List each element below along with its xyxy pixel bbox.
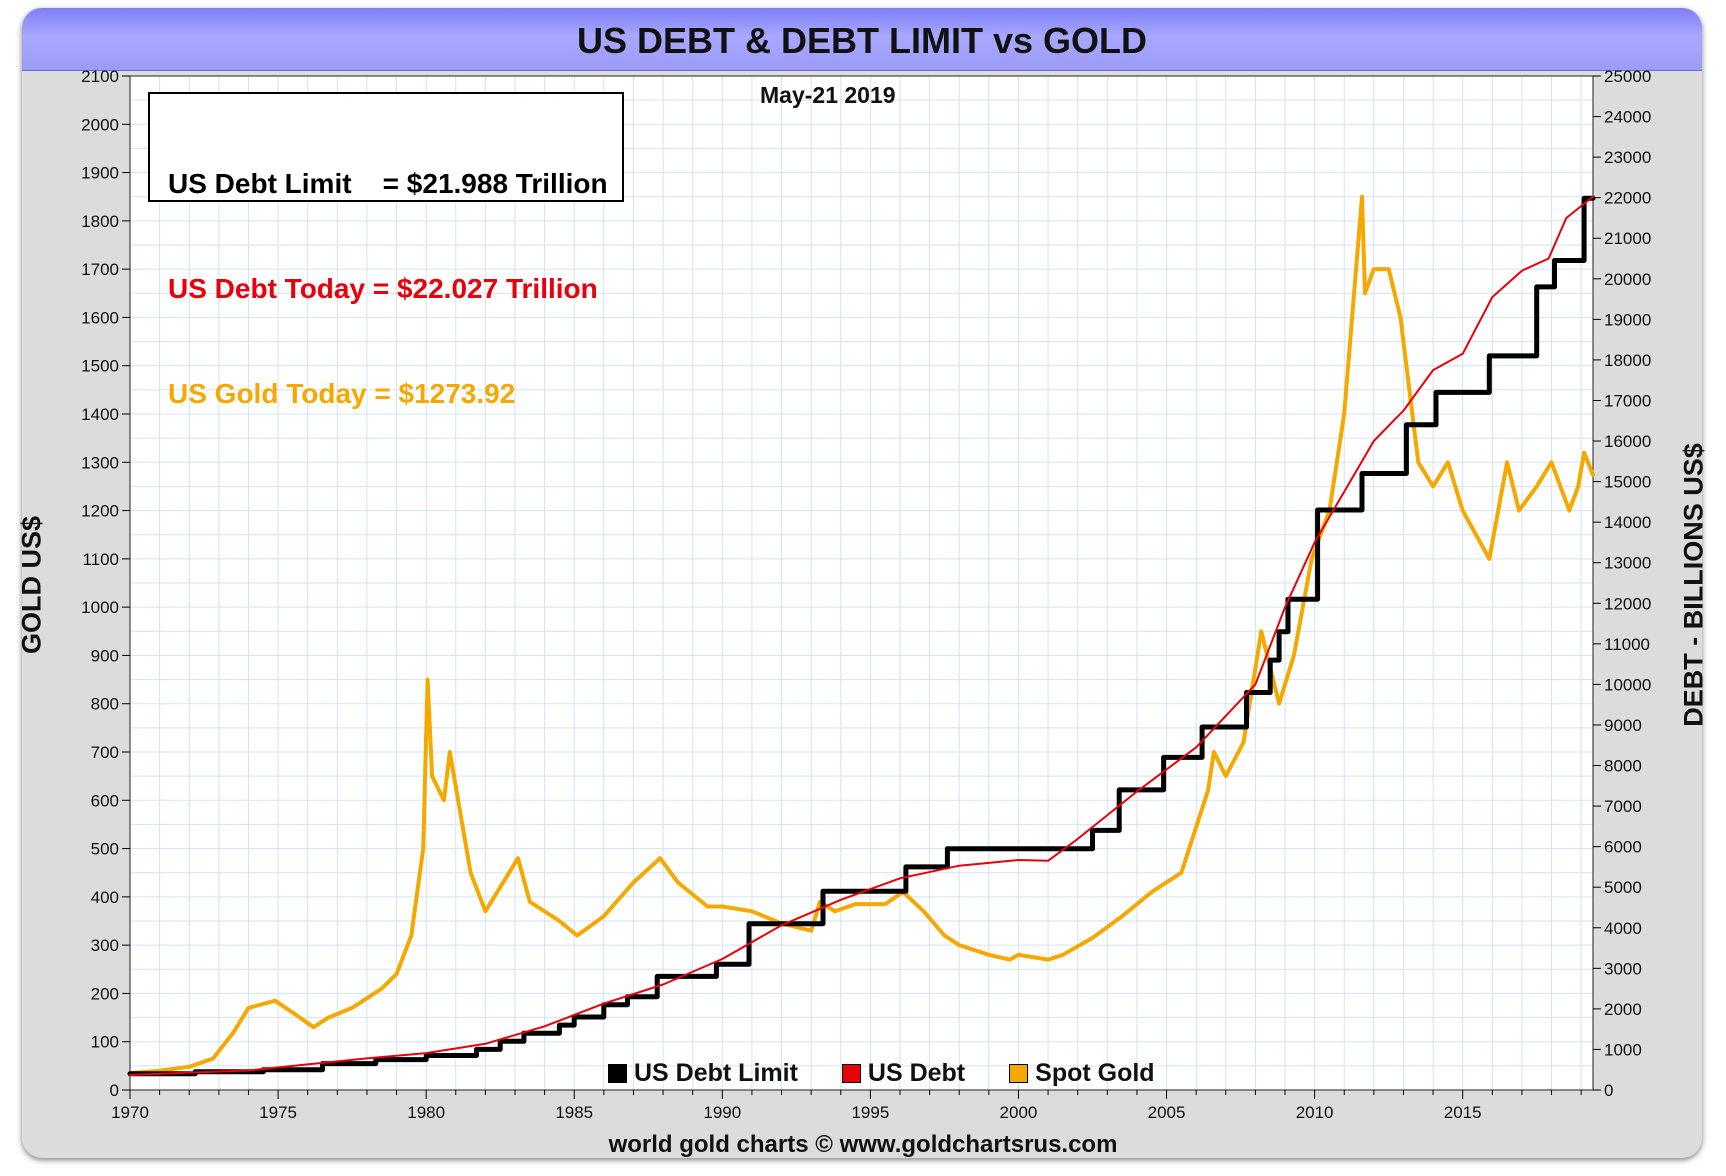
y-tick-label-right: 14000 bbox=[1604, 513, 1651, 532]
legend-label-spot-gold: Spot Gold bbox=[1035, 1058, 1155, 1087]
legend-item-debt-limit: US Debt Limit bbox=[608, 1059, 798, 1088]
y-tick-label-left: 1800 bbox=[81, 212, 119, 231]
y-tick-label-right: 15000 bbox=[1604, 473, 1651, 492]
y-tick-label-right: 9000 bbox=[1604, 716, 1642, 735]
legend-label-debt-limit: US Debt Limit bbox=[634, 1058, 798, 1087]
date-label: May-21 2019 bbox=[760, 82, 896, 108]
x-tick-label: 1995 bbox=[851, 1103, 889, 1122]
y-tick-label-left: 100 bbox=[91, 1033, 119, 1052]
credit-text: world gold charts © www.goldchartsrus.co… bbox=[608, 1131, 1118, 1158]
legend-swatch-spot-gold bbox=[1009, 1063, 1029, 1083]
y-tick-label-right: 8000 bbox=[1604, 757, 1642, 776]
y-tick-label-left: 1100 bbox=[82, 550, 119, 569]
y-tick-label-left: 1600 bbox=[81, 308, 119, 327]
y-tick-label-left: 900 bbox=[91, 646, 119, 665]
y-tick-label-right: 17000 bbox=[1604, 391, 1651, 410]
y-tick-label-left: 1300 bbox=[81, 453, 119, 472]
y-tick-label-right: 13000 bbox=[1604, 554, 1651, 573]
y-tick-label-right: 5000 bbox=[1604, 878, 1642, 897]
y-tick-label-right: 2000 bbox=[1604, 1000, 1642, 1019]
x-tick-label: 1970 bbox=[111, 1103, 149, 1122]
y-tick-label-right: 10000 bbox=[1604, 675, 1651, 694]
legend-item-us-debt: US Debt bbox=[841, 1058, 966, 1088]
y-tick-label-left: 500 bbox=[91, 840, 119, 859]
x-tick-label: 1990 bbox=[703, 1103, 741, 1122]
y-tick-label-left: 1000 bbox=[81, 598, 119, 617]
y-tick-label-right: 22000 bbox=[1604, 189, 1651, 208]
legend: US Debt Limit US Debt Spot Gold bbox=[608, 1058, 1199, 1088]
x-tick-label: 2015 bbox=[1444, 1103, 1482, 1122]
us-debt-limit-line bbox=[127, 195, 1596, 1077]
y-tick-label-right: 4000 bbox=[1604, 919, 1642, 938]
y-tick-label-left: 1200 bbox=[81, 502, 119, 521]
y-tick-label-left: 600 bbox=[91, 791, 119, 810]
info-debt-today: US Debt Today = $22.027 Trillion bbox=[168, 273, 598, 304]
x-tick-label: 1975 bbox=[259, 1103, 297, 1122]
y-tick-label-left: 1500 bbox=[81, 357, 119, 376]
info-debt-limit: US Debt Limit = $21.988 Trillion bbox=[168, 168, 608, 199]
y-tick-label-right: 0 bbox=[1604, 1081, 1613, 1100]
y-tick-label-left: 2100 bbox=[81, 67, 119, 86]
y-tick-label-left: 2000 bbox=[81, 115, 119, 134]
legend-swatch-us-debt bbox=[841, 1063, 861, 1083]
x-tick-label: 2000 bbox=[1000, 1103, 1038, 1122]
y-tick-label-right: 12000 bbox=[1604, 594, 1651, 613]
y-tick-label-right: 24000 bbox=[1604, 108, 1651, 127]
y-tick-label-left: 1900 bbox=[81, 164, 119, 183]
y-tick-label-right: 3000 bbox=[1604, 959, 1642, 978]
chart-title: US DEBT & DEBT LIMIT vs GOLD bbox=[576, 20, 1148, 61]
x-tick-label: 1985 bbox=[555, 1103, 593, 1122]
y-tick-label-left: 1700 bbox=[81, 260, 119, 279]
legend-swatch-debt-limit bbox=[608, 1063, 627, 1083]
legend-item-spot-gold: Spot Gold bbox=[1009, 1058, 1155, 1088]
y-tick-label-left: 800 bbox=[91, 695, 119, 714]
y-tick-label-right: 16000 bbox=[1604, 432, 1651, 451]
y-tick-label-right: 7000 bbox=[1604, 797, 1642, 816]
x-tick-label: 2010 bbox=[1296, 1103, 1334, 1122]
y-tick-label-right: 20000 bbox=[1604, 270, 1651, 289]
y-axis-label-left: GOLD US$ bbox=[16, 515, 47, 655]
y-tick-label-left: 300 bbox=[91, 936, 119, 955]
x-tick-label: 2005 bbox=[1148, 1103, 1186, 1122]
y-tick-label-right: 18000 bbox=[1604, 351, 1651, 370]
y-tick-label-right: 6000 bbox=[1604, 838, 1642, 857]
plot-border bbox=[129, 75, 1594, 1091]
y-tick-label-right: 23000 bbox=[1604, 148, 1651, 167]
title-bar: US DEBT & DEBT LIMIT vs GOLD bbox=[22, 8, 1702, 71]
y-tick-label-right: 19000 bbox=[1604, 310, 1651, 329]
y-tick-label-right: 25000 bbox=[1604, 67, 1651, 86]
y-tick-label-left: 700 bbox=[91, 743, 119, 762]
y-tick-label-right: 21000 bbox=[1604, 229, 1651, 248]
y-axis-label-right: DEBT - BILLIONS US$ bbox=[1678, 443, 1709, 727]
info-gold-today: US Gold Today = $1273.92 bbox=[168, 378, 516, 409]
y-tick-label-left: 200 bbox=[91, 984, 119, 1003]
y-tick-label-right: 11000 bbox=[1604, 635, 1650, 654]
y-tick-label-left: 1400 bbox=[81, 405, 119, 424]
spot-gold-line bbox=[128, 194, 1595, 1076]
info-box: US Debt Limit = $21.988 Trillion US Debt… bbox=[148, 92, 624, 409]
legend-label-us-debt: US Debt bbox=[867, 1058, 966, 1087]
x-tick-label: 1980 bbox=[407, 1103, 445, 1122]
us-debt-line bbox=[129, 195, 1594, 1076]
y-tick-label-left: 400 bbox=[91, 888, 119, 907]
y-tick-label-left: 0 bbox=[110, 1081, 119, 1100]
y-tick-label-right: 1000 bbox=[1604, 1040, 1642, 1059]
